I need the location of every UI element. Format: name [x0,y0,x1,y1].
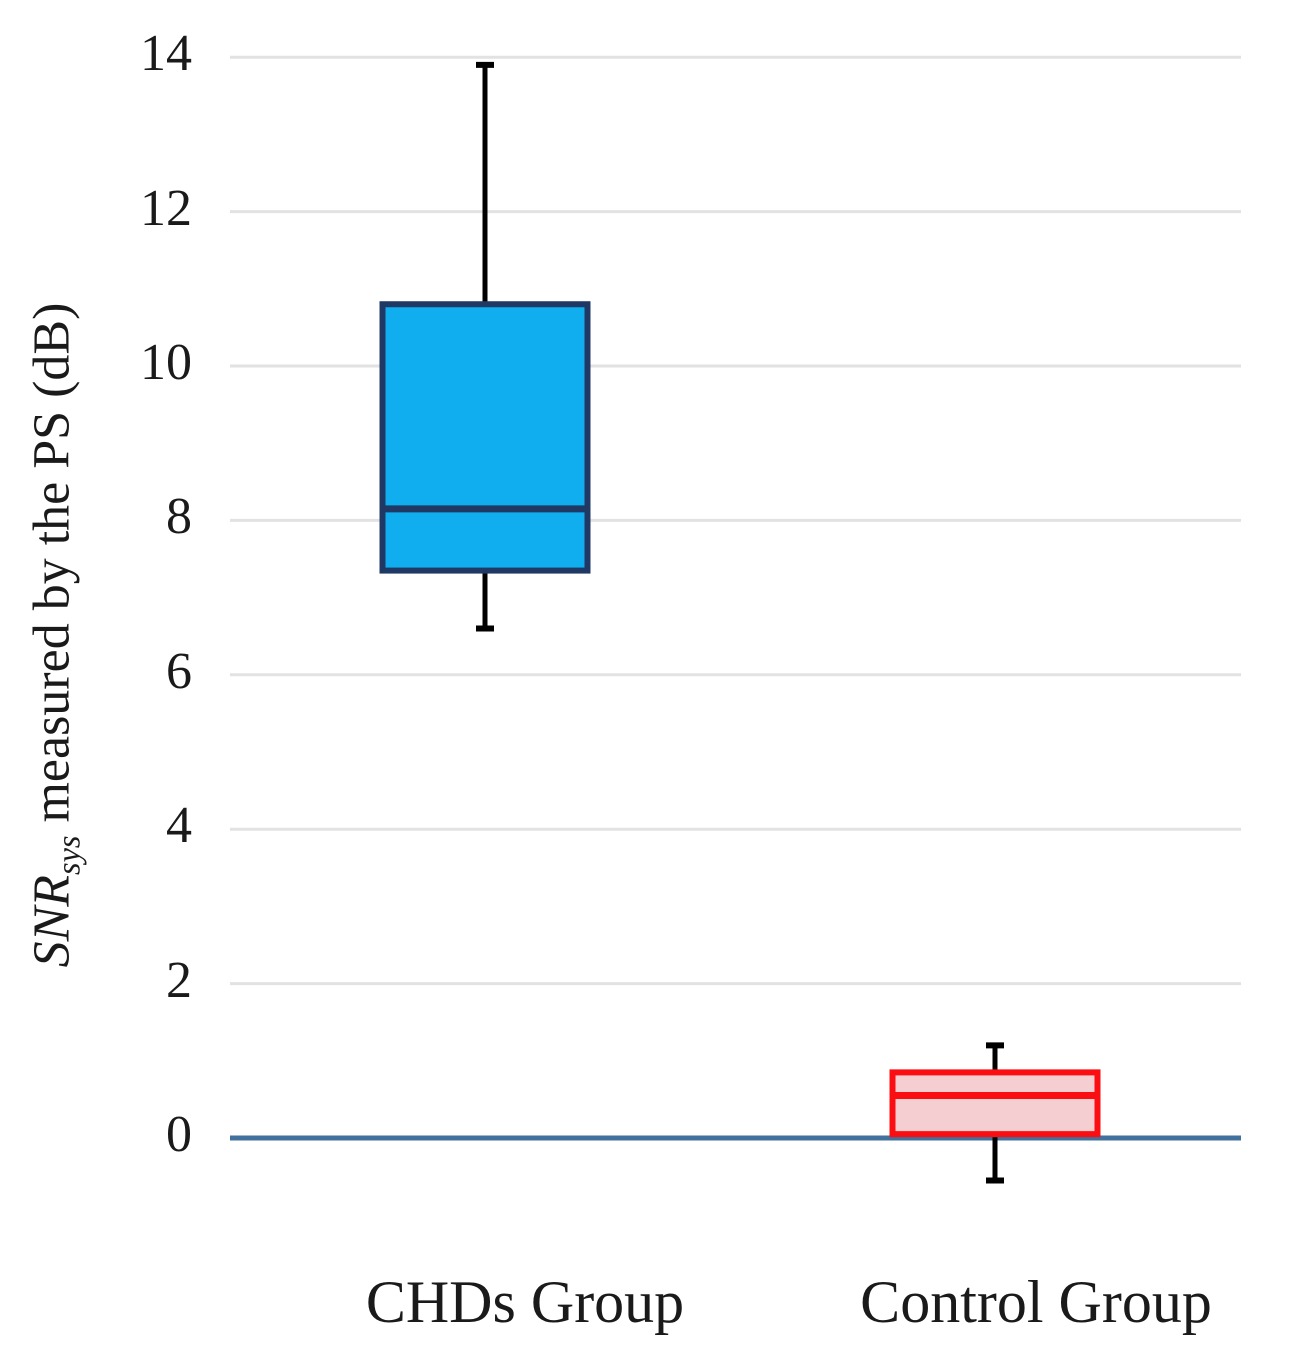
y-axis-title-var: SNR [23,874,81,968]
y-tick-label: 2 [166,951,192,1009]
y-tick-label: 6 [166,642,192,700]
boxplot-control-group [889,1042,1101,1184]
category-label-control-group: Control Group [860,1269,1212,1335]
y-axis-title: SNRsys measured by the PS (dB) [22,303,87,968]
y-tick-label: 8 [166,488,192,546]
iqr-box [379,301,591,574]
y-tick-label: 4 [166,797,192,855]
iqr-box [889,1069,1101,1138]
y-tick-label: 12 [140,179,192,237]
boxplot-chds-group [379,61,591,632]
category-label-chds-group: CHDs Group [365,1269,685,1335]
y-tick-label: 14 [140,25,192,83]
y-tick-label: 0 [166,1106,192,1163]
y-tick-label: 10 [140,334,192,391]
